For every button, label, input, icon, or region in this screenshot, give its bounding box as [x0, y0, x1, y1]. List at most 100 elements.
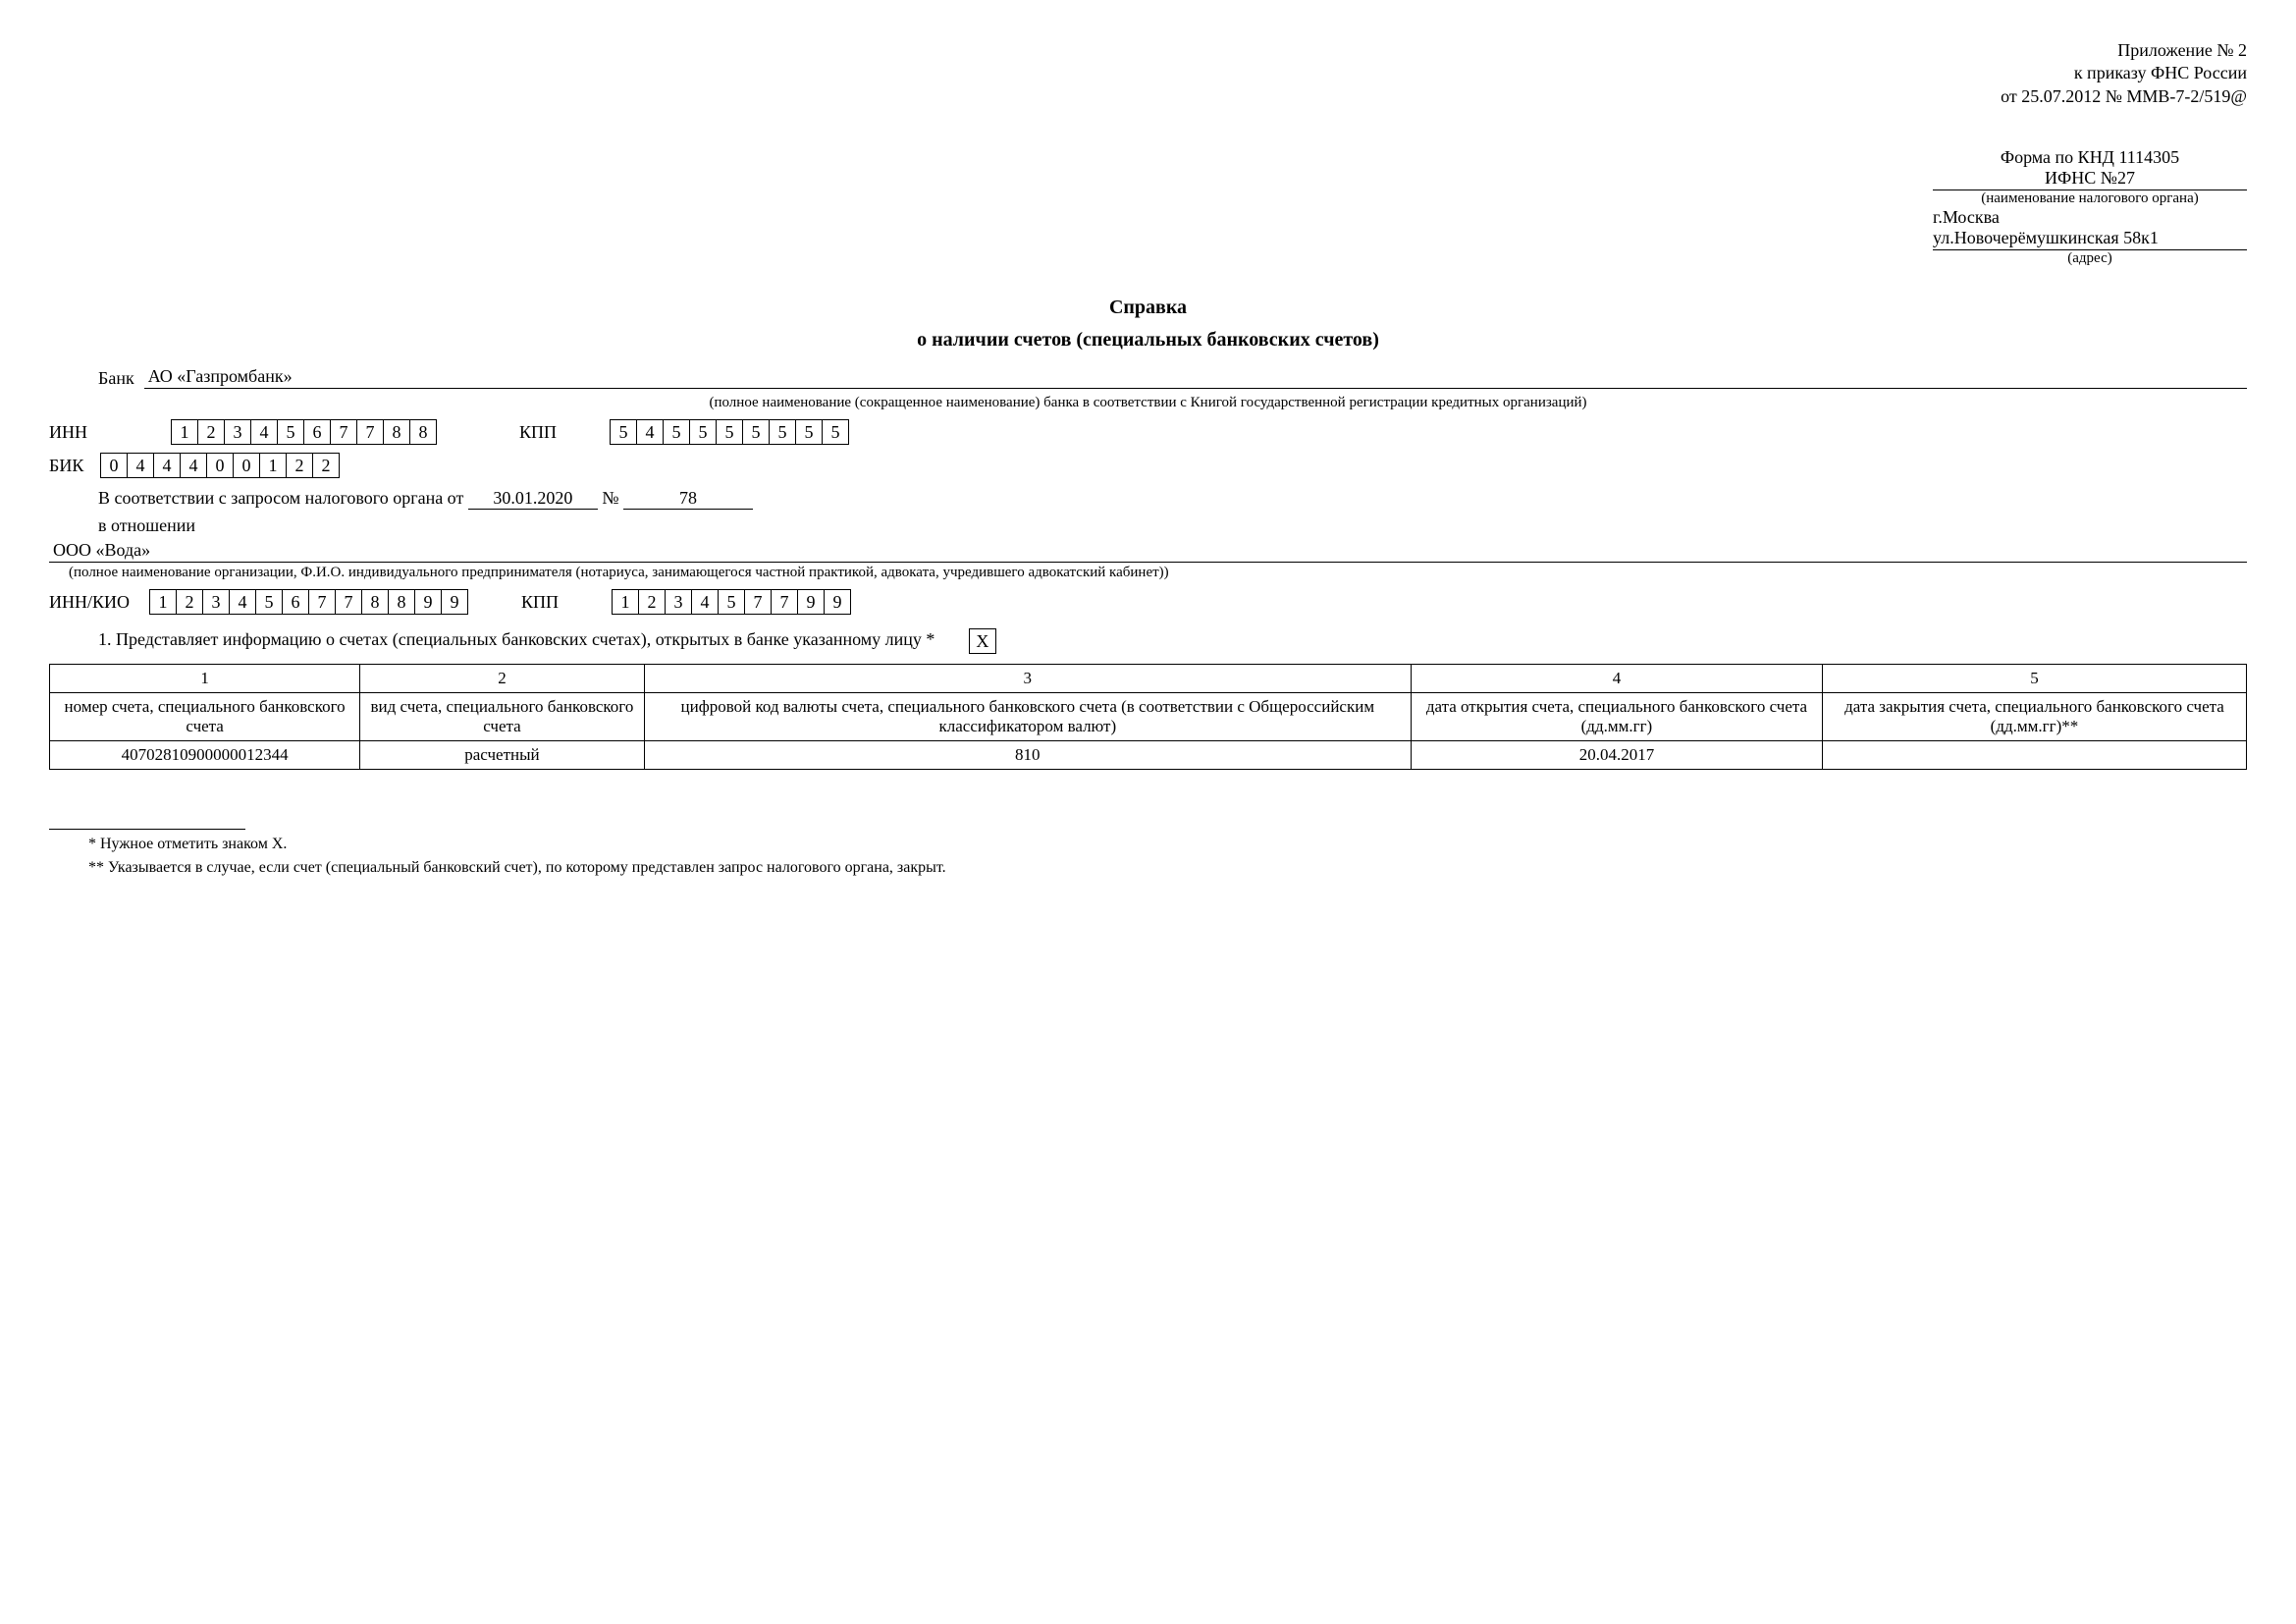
digit-box: 8 [409, 419, 437, 445]
digit-box: 5 [769, 419, 796, 445]
kpp2-boxes: 123457799 [612, 589, 851, 615]
kpp-boxes: 545555555 [610, 419, 849, 445]
section-1-text: 1. Представляет информацию о счетах (спе… [98, 629, 934, 649]
org-caption: (полное наименование организации, Ф.И.О.… [49, 565, 2247, 581]
digit-box: 2 [286, 453, 313, 478]
footnote-1: * Нужное отметить знаком X. [49, 836, 2247, 853]
form-knd: Форма по КНД 1114305 [1933, 147, 2247, 168]
in-respect-label: в отношении [98, 515, 2247, 536]
doc-subtitle: о наличии счетов (специальных банковских… [49, 329, 2247, 352]
digit-box: 7 [771, 589, 798, 615]
digit-box: 9 [824, 589, 851, 615]
inn-label: ИНН [49, 422, 128, 443]
org-name-value: ООО «Вода» [49, 540, 2247, 563]
bank-name-value: АО «Газпромбанк» [144, 366, 2247, 389]
table-header-cell: дата открытия счета, специального банков… [1411, 693, 1822, 741]
table-cell: 810 [644, 741, 1411, 770]
inn-boxes: 1234567788 [171, 419, 437, 445]
inn-kio-label: ИНН/КИО [49, 592, 137, 613]
digit-box: 7 [356, 419, 384, 445]
digit-box: 7 [744, 589, 772, 615]
inn-kpp-row: ИНН 1234567788 КПП 545555555 [49, 419, 2247, 445]
digit-box: 5 [716, 419, 743, 445]
digit-box: 3 [202, 589, 230, 615]
digit-box: 2 [312, 453, 340, 478]
digit-box: 0 [100, 453, 128, 478]
table-colnum: 3 [644, 665, 1411, 693]
digit-box: 2 [638, 589, 666, 615]
digit-box: 6 [282, 589, 309, 615]
digit-box: 7 [335, 589, 362, 615]
bank-label: Банк [98, 368, 134, 389]
inn-kio-boxes: 123456778899 [149, 589, 468, 615]
digit-box: 5 [610, 419, 637, 445]
digit-box: 9 [797, 589, 825, 615]
digit-box: 4 [250, 419, 278, 445]
header-line3: от 25.07.2012 № ММВ-7-2/519@ [49, 85, 2247, 108]
bik-row: БИК 044400122 [49, 453, 2247, 478]
request-num-label: № [602, 488, 618, 508]
digit-box: 7 [308, 589, 336, 615]
digit-box: 5 [795, 419, 823, 445]
bank-caption: (полное наименование (сокращенное наимен… [49, 395, 2247, 411]
request-line: В соответствии с запросом налогового орг… [98, 488, 2247, 510]
table-header-cell: дата закрытия счета, специального банков… [1822, 693, 2246, 741]
doc-title: Справка [49, 297, 2247, 319]
digit-box: 5 [277, 419, 304, 445]
digit-box: 3 [224, 419, 251, 445]
bank-row: Банк АО «Газпромбанк» [98, 366, 2247, 389]
form-code-block: Форма по КНД 1114305 ИФНС №27 (наименова… [1933, 147, 2247, 267]
addr-line1: г.Москва [1933, 207, 2247, 228]
ifns-caption: (наименование налогового органа) [1933, 190, 2247, 207]
ifns-name: ИФНС №27 [1933, 168, 2247, 190]
digit-box: 0 [233, 453, 260, 478]
table-cell: расчетный [360, 741, 644, 770]
digit-box: 8 [361, 589, 389, 615]
digit-box: 4 [153, 453, 181, 478]
table-colnum: 5 [1822, 665, 2246, 693]
digit-box: 4 [691, 589, 719, 615]
section-1-checkbox: X [969, 628, 996, 654]
digit-box: 7 [330, 419, 357, 445]
digit-box: 5 [742, 419, 770, 445]
table-colnum: 4 [1411, 665, 1822, 693]
table-cell [1822, 741, 2246, 770]
table-body: 40702810900000012344расчетный81020.04.20… [50, 741, 2247, 770]
kpp-label: КПП [519, 422, 598, 443]
digit-box: 2 [197, 419, 225, 445]
footnote-separator [49, 829, 245, 830]
digit-box: 5 [255, 589, 283, 615]
table-colnum: 2 [360, 665, 644, 693]
request-num: 78 [623, 488, 753, 510]
digit-box: 9 [414, 589, 442, 615]
digit-box: 1 [259, 453, 287, 478]
digit-box: 4 [127, 453, 154, 478]
bik-boxes: 044400122 [100, 453, 340, 478]
digit-box: 1 [612, 589, 639, 615]
request-date: 30.01.2020 [468, 488, 598, 510]
digit-box: 8 [388, 589, 415, 615]
digit-box: 8 [383, 419, 410, 445]
table-cell: 40702810900000012344 [50, 741, 360, 770]
section-1-row: 1. Представляет информацию о счетах (спе… [98, 628, 2247, 654]
header-line2: к приказу ФНС России [49, 62, 2247, 84]
inn-kio-row: ИНН/КИО 123456778899 КПП 123457799 [49, 589, 2247, 615]
table-header-cell: вид счета, специального банковского счет… [360, 693, 644, 741]
footnote-2: ** Указывается в случае, если счет (спец… [49, 859, 2247, 877]
table-row: 40702810900000012344расчетный81020.04.20… [50, 741, 2247, 770]
kpp2-label: КПП [521, 592, 600, 613]
bik-label: БИК [49, 456, 88, 476]
digit-box: 5 [822, 419, 849, 445]
table-colnum: 1 [50, 665, 360, 693]
digit-box: 1 [171, 419, 198, 445]
table-header-cell: номер счета, специального банковского сч… [50, 693, 360, 741]
digit-box: 4 [229, 589, 256, 615]
accounts-table: 12345 номер счета, специального банковск… [49, 664, 2247, 770]
digit-box: 3 [665, 589, 692, 615]
digit-box: 9 [441, 589, 468, 615]
digit-box: 5 [663, 419, 690, 445]
digit-box: 5 [718, 589, 745, 615]
header-line1: Приложение № 2 [49, 39, 2247, 62]
digit-box: 0 [206, 453, 234, 478]
digit-box: 2 [176, 589, 203, 615]
